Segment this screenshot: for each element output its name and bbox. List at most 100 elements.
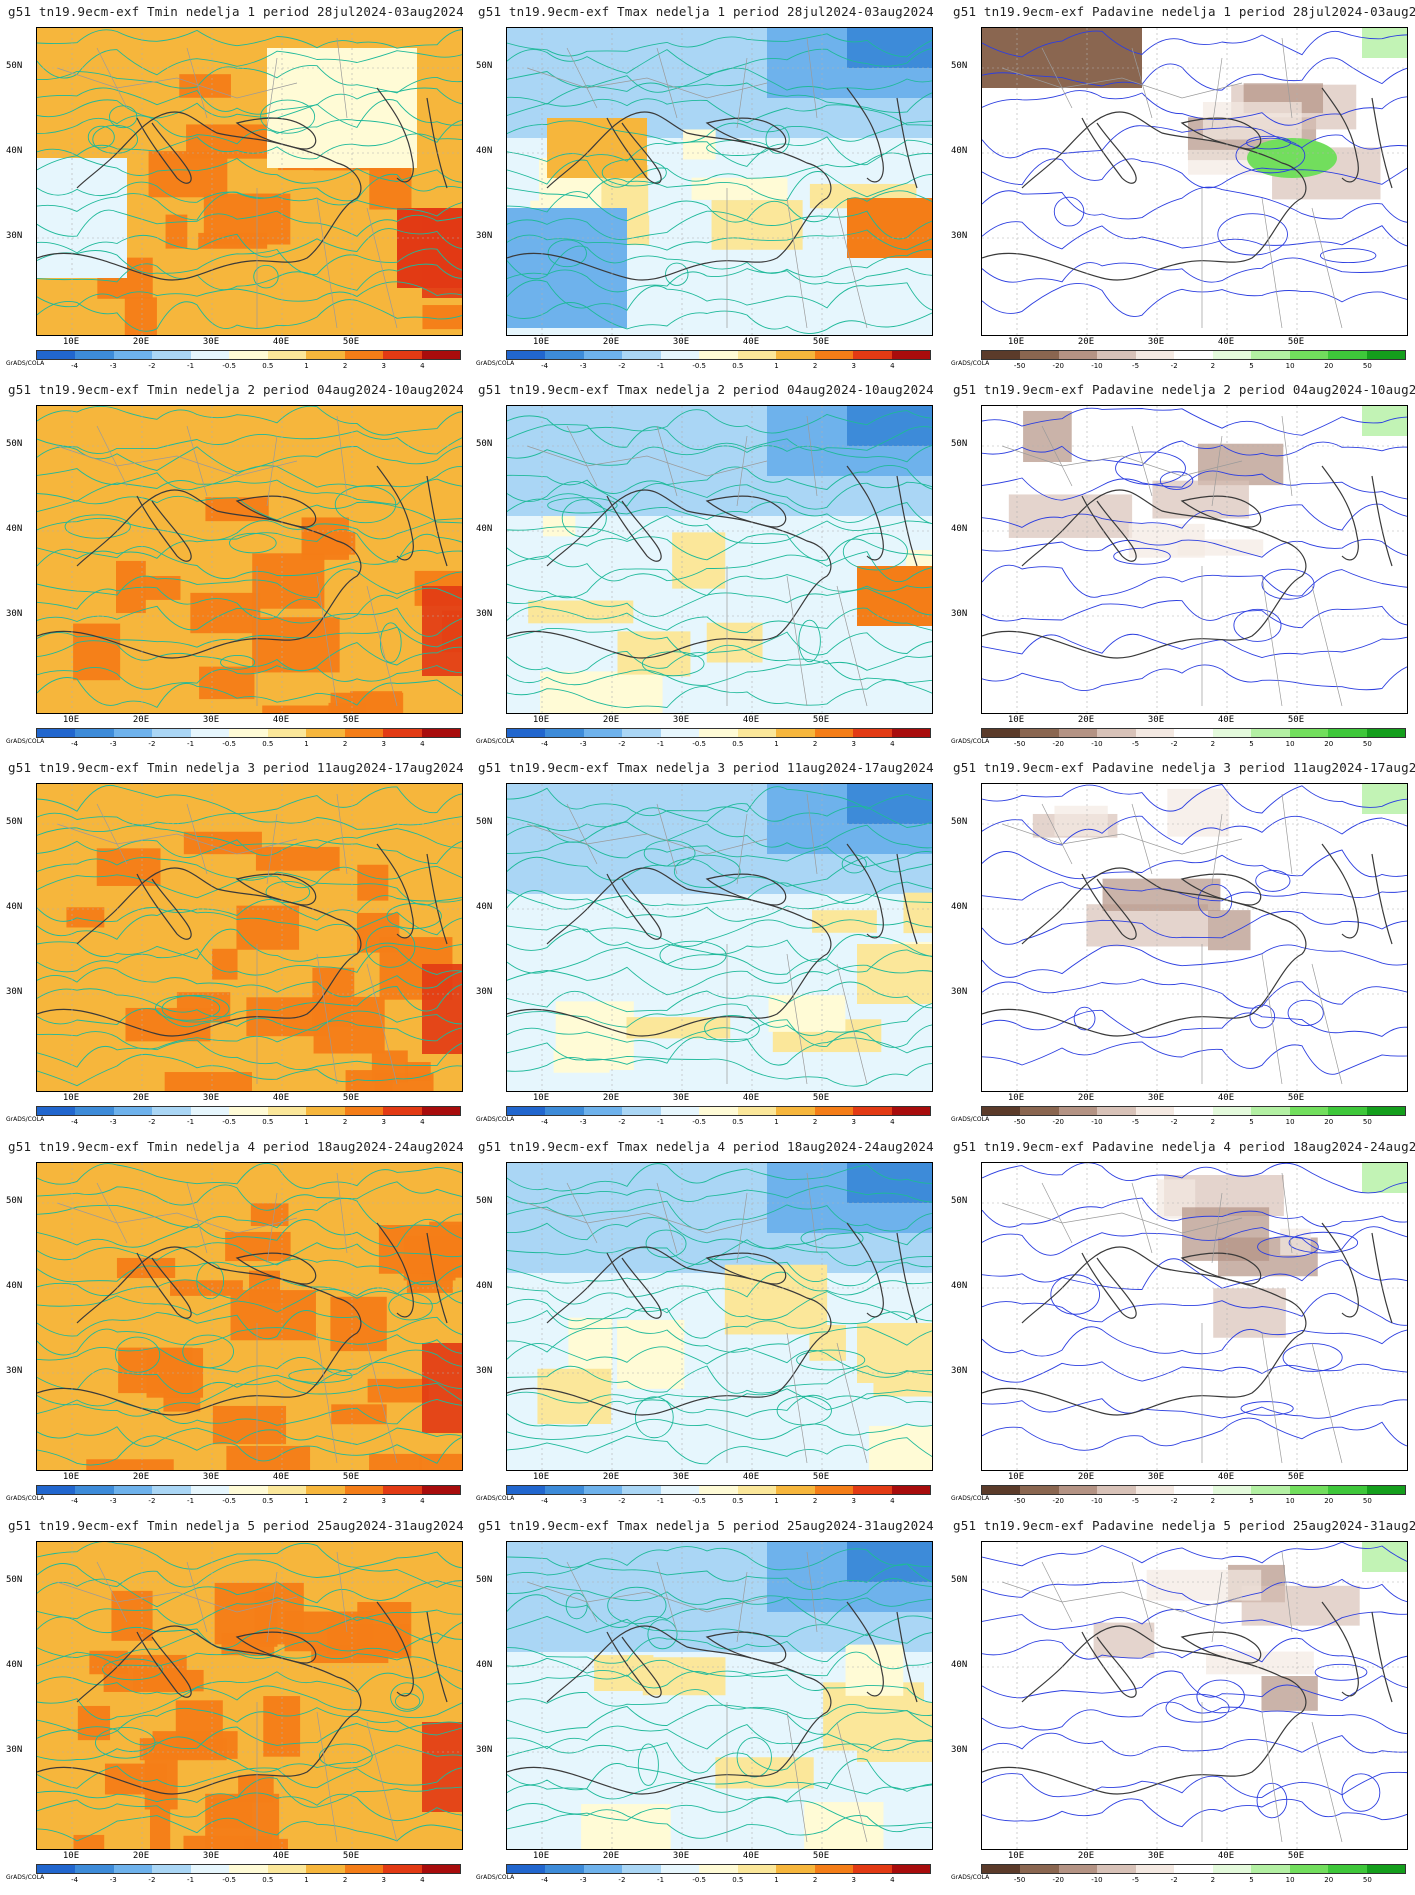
- latitude-label: 30N: [476, 1366, 493, 1376]
- color-scale-swatch: [891, 351, 930, 359]
- color-scale-swatch: [190, 729, 230, 737]
- color-scale-swatch: [267, 729, 307, 737]
- color-scale-tick: -3: [109, 740, 117, 748]
- color-scale-labels: -4 -3 -2 -1 -0.5 0.5 1 2 3 4: [36, 1497, 461, 1509]
- color-scale-swatch: [1212, 729, 1252, 737]
- latitude-label: 40N: [476, 1281, 493, 1291]
- color-scale-swatch: [152, 351, 191, 359]
- color-scale-tick: -10: [1091, 362, 1103, 370]
- color-scale-tick: -3: [579, 1118, 587, 1126]
- color-scale-tick: -0.5: [222, 1118, 237, 1126]
- color-scale-tick: -5: [1132, 1876, 1140, 1884]
- panel-title: g51 tn19.9ecm-exf Tmax nedelja 2 period …: [478, 382, 934, 397]
- longitude-label: 40E: [742, 1472, 760, 1482]
- color-scale-tick: 1: [774, 740, 779, 748]
- map-panel-padavine-week-3: g51 tn19.9ecm-exf Padavine nedelja 3 per…: [945, 756, 1415, 1135]
- color-scale-tick: 4: [420, 740, 425, 748]
- color-scale-swatch: [1251, 1107, 1290, 1115]
- color-scale-bar: [981, 1106, 1406, 1116]
- map-panel-tmax-week-5: g51 tn19.9ecm-exf Tmax nedelja 5 period …: [470, 1514, 940, 1893]
- color-scale-tick: -2: [1170, 1497, 1178, 1505]
- latitude-label: 30N: [476, 231, 493, 241]
- color-scale-tick: 2: [342, 1118, 348, 1126]
- color-scale-labels: -4 -3 -2 -1 -0.5 0.5 1 2 3 4: [506, 1118, 931, 1130]
- color-scale-bar: [506, 350, 931, 360]
- map-canvas: [507, 28, 932, 335]
- color-scale-swatch: [583, 351, 623, 359]
- color-scale-labels: -50 -20 -10 -5 -2 2 5 10 20 50: [981, 1118, 1406, 1130]
- color-scale-swatch: [306, 351, 345, 359]
- color-scale-swatch: [507, 1486, 546, 1494]
- color-scale-tick: 0.5: [732, 1876, 744, 1884]
- map-canvas: [37, 1542, 462, 1849]
- color-scale-swatch: [1058, 1486, 1098, 1494]
- color-scale-tick: -2: [618, 1876, 626, 1884]
- color-scale-tick: 5: [1249, 1497, 1254, 1505]
- color-scale-tick: 3: [851, 1118, 856, 1126]
- color-scale-tick: 10: [1285, 1118, 1295, 1126]
- color-scale-swatch: [1289, 351, 1329, 359]
- color-scale-swatch: [699, 729, 738, 737]
- color-scale-swatch: [1212, 1486, 1252, 1494]
- longitude-label: 50E: [812, 1472, 830, 1482]
- color-scale-tick: 2: [342, 362, 348, 370]
- color-scale-labels: -50 -20 -10 -5 -2 2 5 10 20 50: [981, 1497, 1406, 1509]
- color-scale-swatch: [814, 351, 854, 359]
- color-scale-swatch: [113, 1865, 153, 1873]
- longitude-label: 40E: [1217, 1093, 1235, 1103]
- grads-credit: GrADS/COLA: [951, 738, 990, 745]
- longitude-label: 30E: [202, 1472, 220, 1482]
- color-scale-swatch: [383, 1865, 422, 1873]
- longitude-label: 10E: [1007, 1851, 1025, 1861]
- latitude-label: 40N: [6, 524, 23, 534]
- color-scale-swatch: [737, 351, 777, 359]
- longitude-label: 50E: [1287, 1851, 1305, 1861]
- longitude-label: 50E: [1287, 1093, 1305, 1103]
- color-scale-tick: 1: [304, 1118, 309, 1126]
- color-scale-swatch: [853, 1486, 892, 1494]
- longitude-label: 20E: [132, 1472, 150, 1482]
- color-scale-tick: -10: [1091, 1118, 1103, 1126]
- grads-credit: GrADS/COLA: [6, 1495, 45, 1502]
- grads-credit: GrADS/COLA: [476, 738, 515, 745]
- color-scale-tick: 5: [1249, 362, 1254, 370]
- longitude-label: 20E: [1077, 1851, 1095, 1861]
- color-scale-swatch: [75, 1107, 114, 1115]
- color-scale-swatch: [344, 1865, 384, 1873]
- color-scale-swatch: [267, 1865, 307, 1873]
- color-scale-swatch: [545, 1865, 584, 1873]
- color-scale-tick: -2: [148, 1118, 156, 1126]
- color-scale-swatch: [190, 351, 230, 359]
- color-scale-swatch: [152, 1865, 191, 1873]
- panel-title: g51 tn19.9ecm-exf Tmax nedelja 4 period …: [478, 1139, 934, 1154]
- color-scale-swatch: [1366, 729, 1405, 737]
- grads-credit: GrADS/COLA: [476, 1874, 515, 1881]
- grads-credit: GrADS/COLA: [476, 1116, 515, 1123]
- color-scale-swatch: [660, 1865, 700, 1873]
- color-scale-tick: -3: [579, 1876, 587, 1884]
- color-scale-swatch: [891, 1486, 930, 1494]
- color-scale-tick: 5: [1249, 1118, 1254, 1126]
- latitude-label: 30N: [6, 1366, 23, 1376]
- color-scale-swatch: [1097, 1486, 1136, 1494]
- longitude-label: 30E: [202, 337, 220, 347]
- map-panel-tmin-week-1: g51 tn19.9ecm-exf Tmin nedelja 1 period …: [0, 0, 470, 379]
- latitude-label: 50N: [476, 817, 493, 827]
- panel-title: g51 tn19.9ecm-exf Padavine nedelja 1 per…: [953, 4, 1415, 19]
- color-scale-swatch: [1058, 729, 1098, 737]
- color-scale-tick: 50: [1362, 1118, 1372, 1126]
- color-scale-tick: -0.5: [222, 740, 237, 748]
- color-scale-tick: 3: [381, 1118, 386, 1126]
- color-scale-swatch: [982, 351, 1021, 359]
- longitude-label: 10E: [1007, 337, 1025, 347]
- grads-credit: GrADS/COLA: [951, 1874, 990, 1881]
- latitude-label: 40N: [476, 902, 493, 912]
- color-scale-tick: -4: [541, 362, 549, 370]
- color-scale-bar: [506, 1106, 931, 1116]
- color-scale-swatch: [699, 1486, 738, 1494]
- color-scale-bar: [506, 1485, 931, 1495]
- latitude-label: 40N: [6, 1281, 23, 1291]
- color-scale-swatch: [660, 1107, 700, 1115]
- color-scale-swatch: [853, 1865, 892, 1873]
- latitude-label: 50N: [476, 1196, 493, 1206]
